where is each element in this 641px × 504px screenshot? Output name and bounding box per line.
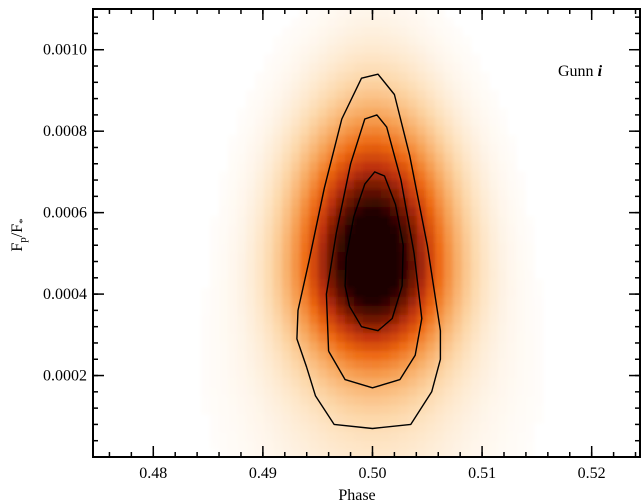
heatmap bbox=[201, 9, 544, 457]
y-label-part-numerator: F bbox=[9, 243, 26, 252]
y-label-sub-star: * bbox=[17, 218, 29, 224]
svg-text:Fp/F*: Fp/F* bbox=[9, 218, 29, 251]
band-annotation-text: Gunn bbox=[558, 63, 598, 80]
contour-group bbox=[296, 73, 442, 430]
y-axis: 0.0002 0.0004 0.0006 0.0008 0.0010 bbox=[43, 16, 640, 442]
band-annotation-italic: i bbox=[598, 63, 603, 80]
heatmap-cells bbox=[201, 9, 544, 457]
x-axis-label: Phase bbox=[338, 487, 375, 504]
y-label-slash: / bbox=[9, 232, 26, 237]
contour-outer bbox=[296, 73, 442, 430]
y-tick-label: 0.0008 bbox=[43, 123, 87, 140]
y-axis-label: Fp/F* bbox=[9, 218, 29, 251]
y-tick-label: 0.0006 bbox=[43, 205, 87, 222]
x-tick-label: 0.49 bbox=[249, 465, 277, 482]
y-label-part-denominator: F bbox=[9, 224, 26, 233]
y-tick-label: 0.0002 bbox=[43, 368, 87, 385]
band-annotation: Gunn i bbox=[558, 63, 603, 80]
x-tick-label: 0.51 bbox=[468, 465, 496, 482]
x-tick-label: 0.50 bbox=[358, 465, 386, 482]
x-tick-label: 0.48 bbox=[139, 465, 167, 482]
contour-inner bbox=[344, 171, 404, 332]
y-label-sub-p: p bbox=[17, 237, 29, 243]
y-tick-label: 0.0004 bbox=[43, 286, 87, 303]
x-axis: 0.48 0.49 0.50 0.51 0.52 bbox=[108, 9, 637, 482]
x-tick-label: 0.52 bbox=[578, 465, 606, 482]
plot-frame bbox=[92, 8, 641, 458]
y-tick-label: 0.0010 bbox=[43, 42, 87, 59]
contour-middle bbox=[325, 114, 423, 389]
